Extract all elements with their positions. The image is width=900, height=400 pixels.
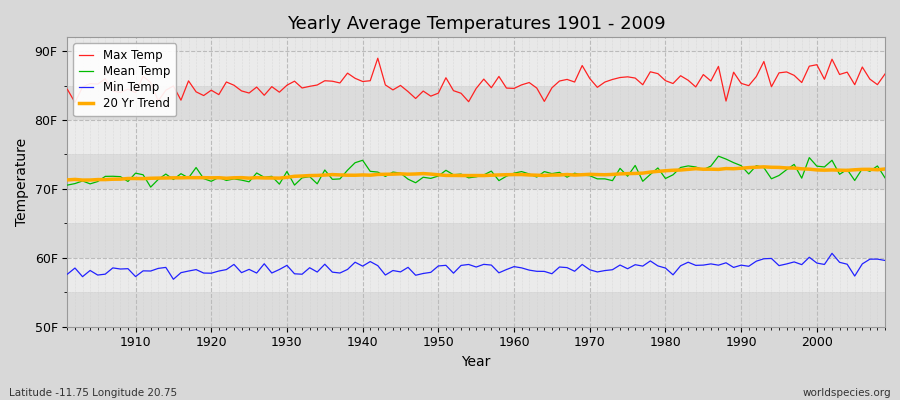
Mean Temp	[879, 176, 890, 180]
20 Yr Trend	[508, 172, 519, 177]
Max Temp	[615, 75, 626, 80]
Min Temp	[342, 267, 353, 272]
20 Yr Trend	[342, 173, 353, 178]
Title: Yearly Average Temperatures 1901 - 2009: Yearly Average Temperatures 1901 - 2009	[287, 15, 665, 33]
Mean Temp	[517, 169, 527, 174]
Bar	[68, 51, 885, 86]
X-axis label: Year: Year	[462, 355, 490, 369]
Line: Min Temp: Min Temp	[68, 253, 885, 279]
Line: Mean Temp: Mean Temp	[68, 156, 885, 187]
Min Temp	[168, 277, 179, 282]
Bar	[68, 86, 885, 120]
Min Temp	[517, 266, 527, 270]
Min Temp	[297, 272, 308, 277]
Max Temp	[373, 56, 383, 61]
Max Temp	[879, 72, 890, 76]
Max Temp	[69, 100, 80, 105]
Min Temp	[608, 267, 618, 272]
Mean Temp	[342, 168, 353, 173]
Bar	[68, 120, 885, 154]
Mean Temp	[608, 178, 618, 183]
Bar	[68, 292, 885, 327]
Y-axis label: Temperature: Temperature	[15, 138, 29, 226]
Mean Temp	[145, 185, 156, 190]
Max Temp	[517, 82, 527, 87]
20 Yr Trend	[62, 178, 73, 182]
Bar	[68, 189, 885, 223]
Bar	[68, 258, 885, 292]
Bar	[68, 154, 885, 189]
Text: worldspecies.org: worldspecies.org	[803, 388, 891, 398]
Max Temp	[62, 87, 73, 92]
Line: 20 Yr Trend: 20 Yr Trend	[68, 167, 885, 180]
Max Temp	[130, 90, 141, 95]
Min Temp	[826, 251, 837, 256]
Max Temp	[297, 86, 308, 90]
Min Temp	[508, 264, 519, 269]
Mean Temp	[62, 183, 73, 188]
20 Yr Trend	[77, 178, 88, 182]
Legend: Max Temp, Mean Temp, Min Temp, 20 Yr Trend: Max Temp, Mean Temp, Min Temp, 20 Yr Tre…	[73, 43, 176, 116]
Mean Temp	[122, 179, 133, 184]
Bar	[68, 223, 885, 258]
Min Temp	[879, 258, 890, 263]
Mean Temp	[508, 171, 519, 176]
20 Yr Trend	[879, 166, 890, 171]
Mean Temp	[713, 154, 724, 158]
20 Yr Trend	[608, 172, 618, 177]
20 Yr Trend	[759, 164, 769, 169]
20 Yr Trend	[517, 172, 527, 177]
Line: Max Temp: Max Temp	[68, 58, 885, 102]
20 Yr Trend	[297, 174, 308, 178]
Text: Latitude -11.75 Longitude 20.75: Latitude -11.75 Longitude 20.75	[9, 388, 177, 398]
Min Temp	[62, 272, 73, 276]
Min Temp	[122, 266, 133, 271]
Max Temp	[524, 80, 535, 85]
20 Yr Trend	[130, 176, 141, 181]
Mean Temp	[297, 176, 308, 180]
Max Temp	[342, 71, 353, 76]
